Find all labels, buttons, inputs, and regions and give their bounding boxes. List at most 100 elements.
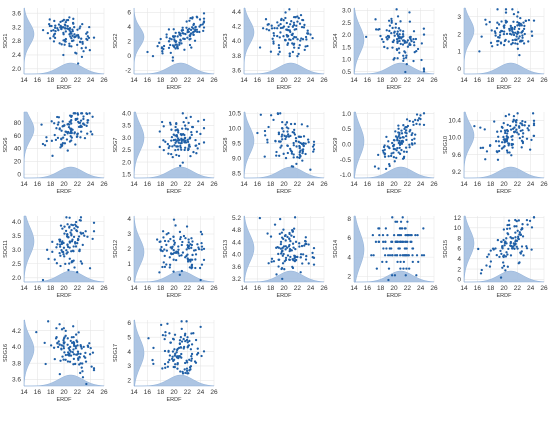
x-axis-label: ERDF (167, 397, 183, 403)
data-point (63, 133, 66, 137)
data-point (202, 26, 206, 29)
y-density-curve (133, 111, 145, 179)
data-point (267, 23, 270, 26)
y-tick-label: 8 (347, 216, 351, 223)
data-point (64, 229, 68, 233)
y-tick-label: 0 (457, 277, 461, 284)
data-point (163, 265, 167, 269)
data-point (168, 266, 171, 269)
x-tick-label: 22 (184, 77, 192, 84)
data-point (61, 19, 64, 22)
data-point (185, 20, 188, 23)
data-point (84, 360, 88, 363)
data-point (272, 42, 275, 45)
data-point (47, 257, 50, 261)
data-point (275, 273, 278, 276)
data-point (68, 226, 71, 229)
data-point (282, 152, 285, 155)
data-point (508, 227, 511, 230)
data-point (298, 22, 302, 25)
data-point (182, 337, 185, 341)
data-point (160, 120, 164, 124)
data-point (389, 154, 393, 158)
data-point (284, 11, 287, 14)
data-point (281, 133, 284, 136)
data-point (185, 254, 188, 258)
data-point (371, 233, 374, 237)
data-point (179, 38, 182, 41)
y-density-curve (23, 7, 35, 75)
y-tick-label: 10.4 (448, 118, 461, 125)
y-tick-label: 5.2 (232, 215, 241, 222)
data-point (280, 127, 284, 130)
data-point (79, 219, 82, 222)
x-tick-label: 18 (157, 389, 165, 396)
data-point (406, 233, 409, 237)
data-point (496, 8, 499, 11)
data-point (161, 52, 164, 55)
data-point (521, 140, 525, 143)
data-point (306, 138, 310, 141)
data-point (64, 262, 67, 266)
data-point (74, 242, 77, 245)
data-point (89, 130, 92, 133)
x-density-curve (353, 166, 435, 179)
data-point (520, 146, 523, 149)
data-point (269, 114, 273, 117)
data-point (68, 257, 71, 260)
data-point (516, 15, 519, 18)
x-density-curve (133, 62, 215, 75)
x-tick-label: 20 (60, 285, 68, 292)
data-point (259, 113, 262, 116)
data-point (71, 128, 74, 131)
data-point (276, 112, 280, 116)
data-point (174, 125, 177, 129)
data-point (295, 28, 298, 31)
data-point (292, 144, 295, 147)
data-point (526, 127, 529, 130)
data-point (405, 62, 408, 66)
data-point (165, 36, 168, 39)
data-point (518, 231, 521, 234)
data-point (391, 216, 394, 219)
data-point (289, 38, 292, 42)
data-point (402, 59, 405, 62)
data-point (522, 21, 525, 24)
y-tick-label: 4.0 (122, 110, 131, 117)
data-point (403, 240, 407, 243)
x-tick-label: 22 (74, 77, 82, 84)
data-point (88, 353, 92, 356)
data-point (405, 41, 408, 44)
x-tick-label: 24 (527, 181, 535, 188)
data-point (509, 128, 513, 131)
data-point (190, 332, 193, 335)
data-point (79, 345, 83, 348)
data-point (279, 26, 283, 30)
data-point (511, 247, 514, 250)
data-point (175, 153, 178, 157)
y-density-curve (243, 7, 255, 75)
data-point (65, 138, 69, 141)
data-point (516, 20, 519, 24)
data-point (73, 33, 76, 36)
data-point (293, 254, 296, 257)
data-point (288, 52, 291, 55)
data-point (312, 143, 316, 146)
data-point (295, 145, 298, 148)
data-point (177, 137, 180, 140)
data-point (522, 254, 525, 257)
y-tick-label: 80 (14, 120, 22, 127)
data-point (397, 151, 400, 154)
data-point (173, 38, 176, 41)
data-point (185, 320, 188, 323)
data-point (164, 140, 167, 143)
y-axis-label: SDG14 (333, 240, 339, 258)
data-point (72, 348, 75, 351)
data-point (83, 136, 87, 140)
data-point (60, 241, 64, 244)
data-point (498, 36, 501, 39)
x-tick-label: 24 (417, 77, 425, 84)
x-tick-label: 18 (47, 77, 55, 84)
data-point (398, 33, 401, 36)
